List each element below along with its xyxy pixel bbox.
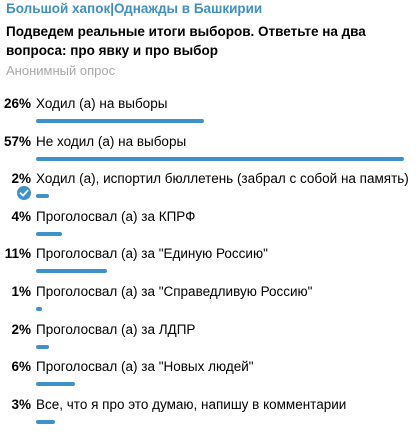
option-percent: 1% [11, 284, 31, 299]
option-result-bar [36, 382, 75, 387]
option-percent: 6% [11, 359, 31, 375]
poll-option[interactable]: 2% Ходил (а), испортил бюллетень (забрал … [0, 170, 416, 206]
poll-option[interactable]: 57% Не ходил (а) на выборы [0, 133, 416, 169]
option-result-bar [36, 231, 62, 236]
option-label: Проголосвал (а) за КПРФ [36, 208, 196, 224]
option-percent: 3% [11, 396, 31, 412]
option-label: Проголосвал (а) за "Справедливую Россию" [36, 284, 313, 299]
poll-option[interactable]: 1% Проголосвал (а) за "Справедливую Росси… [0, 283, 416, 319]
option-percent: 4% [11, 208, 31, 224]
poll-option[interactable]: 3% Все, что я про это думаю, напишу в ком… [0, 396, 416, 432]
option-label: Ходил (а), испортил бюллетень (забрал с … [36, 171, 409, 187]
poll-option[interactable]: 26% Ходил (а) на выборы [0, 95, 416, 131]
option-percent: 2% [11, 171, 31, 187]
option-percent: 2% [11, 321, 31, 337]
option-label: Ходил (а) на выборы [36, 96, 168, 111]
option-label: Проголосвал (а) за ЛДПР [36, 321, 196, 337]
poll-option[interactable]: 6% Проголосвал (а) за "Новых людей" [0, 358, 416, 394]
option-percent: 26% [4, 96, 32, 111]
option-result-bar [36, 156, 404, 161]
option-percent: 11% [4, 246, 31, 262]
option-label: Проголосвал (а) за "Новых людей" [36, 359, 254, 375]
selected-check-icon [16, 185, 32, 202]
option-result-bar [36, 307, 42, 311]
poll-option[interactable]: 11% Проголосвал (а) за "Единую Россию" [0, 245, 416, 281]
option-result-bar [36, 269, 107, 274]
poll-question: Подведем реальные итоги выборов. Ответьт… [6, 24, 366, 58]
option-percent: 57% [4, 133, 32, 149]
option-label: Все, что я про это думаю, напишу в комме… [36, 396, 347, 412]
option-label: Проголосвал (а) за "Единую Россию" [36, 246, 268, 262]
option-label: Не ходил (а) на выборы [36, 133, 187, 149]
poll-option[interactable]: 2% Проголосвал (а) за ЛДПР [0, 321, 416, 357]
channel-name[interactable]: Большой хапок|Однажды в Башкирии [6, 1, 263, 16]
option-result-bar [36, 119, 204, 123]
option-result-bar [36, 194, 49, 199]
poll-option[interactable]: 4% Проголосвал (а) за КПРФ [0, 208, 416, 244]
option-result-bar [36, 344, 49, 349]
poll-type-label: Анонимный опрос [6, 63, 116, 78]
option-result-bar [36, 419, 55, 424]
